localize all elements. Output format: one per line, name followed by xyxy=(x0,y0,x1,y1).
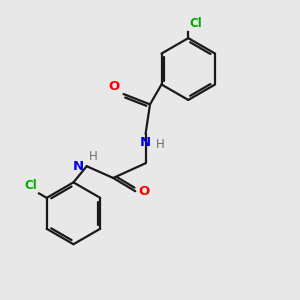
Text: Cl: Cl xyxy=(190,17,203,30)
Text: N: N xyxy=(140,136,151,149)
Text: H: H xyxy=(89,150,98,163)
Text: N: N xyxy=(73,160,84,173)
Text: O: O xyxy=(109,80,120,93)
Text: O: O xyxy=(138,185,149,198)
Text: H: H xyxy=(156,138,165,151)
Text: Cl: Cl xyxy=(24,179,37,192)
